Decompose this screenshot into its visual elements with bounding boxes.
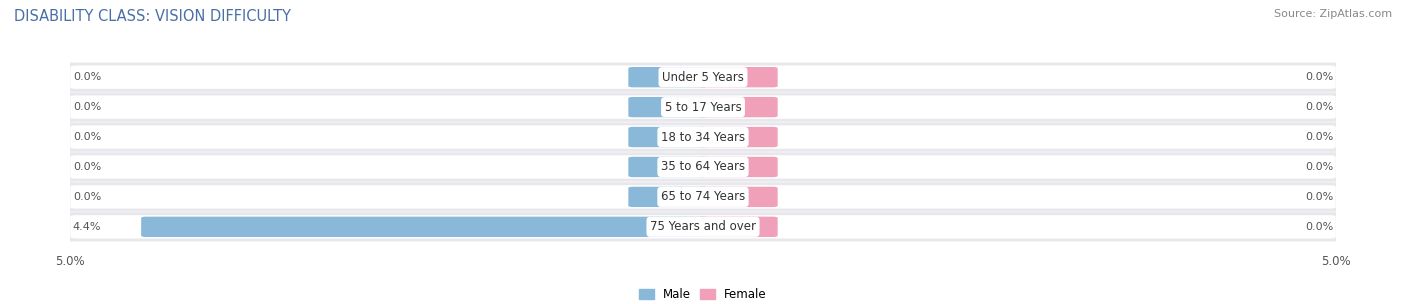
Legend: Male, Female: Male, Female xyxy=(634,283,772,304)
FancyBboxPatch shape xyxy=(628,187,709,207)
FancyBboxPatch shape xyxy=(628,67,709,87)
Text: 5 to 17 Years: 5 to 17 Years xyxy=(665,101,741,114)
Text: 0.0%: 0.0% xyxy=(1305,72,1333,82)
Text: 0.0%: 0.0% xyxy=(1305,102,1333,112)
FancyBboxPatch shape xyxy=(0,182,1406,212)
Text: Under 5 Years: Under 5 Years xyxy=(662,71,744,84)
Text: 65 to 74 Years: 65 to 74 Years xyxy=(661,190,745,203)
FancyBboxPatch shape xyxy=(0,92,1406,122)
Text: 0.0%: 0.0% xyxy=(73,72,101,82)
Text: 4.4%: 4.4% xyxy=(73,222,101,232)
Text: 0.0%: 0.0% xyxy=(1305,192,1333,202)
FancyBboxPatch shape xyxy=(628,97,709,117)
Text: 35 to 64 Years: 35 to 64 Years xyxy=(661,161,745,174)
FancyBboxPatch shape xyxy=(70,185,1336,209)
FancyBboxPatch shape xyxy=(70,65,1336,89)
Text: 0.0%: 0.0% xyxy=(73,102,101,112)
Text: 0.0%: 0.0% xyxy=(73,132,101,142)
FancyBboxPatch shape xyxy=(70,215,1336,239)
FancyBboxPatch shape xyxy=(70,125,1336,149)
Text: Source: ZipAtlas.com: Source: ZipAtlas.com xyxy=(1274,9,1392,19)
FancyBboxPatch shape xyxy=(0,123,1406,152)
Text: 0.0%: 0.0% xyxy=(73,162,101,172)
FancyBboxPatch shape xyxy=(0,63,1406,92)
FancyBboxPatch shape xyxy=(697,157,778,177)
Text: DISABILITY CLASS: VISION DIFFICULTY: DISABILITY CLASS: VISION DIFFICULTY xyxy=(14,9,291,24)
FancyBboxPatch shape xyxy=(628,127,709,147)
FancyBboxPatch shape xyxy=(697,187,778,207)
FancyBboxPatch shape xyxy=(697,127,778,147)
FancyBboxPatch shape xyxy=(697,217,778,237)
FancyBboxPatch shape xyxy=(0,152,1406,181)
Text: 0.0%: 0.0% xyxy=(73,192,101,202)
FancyBboxPatch shape xyxy=(141,217,709,237)
Text: 0.0%: 0.0% xyxy=(1305,132,1333,142)
Text: 0.0%: 0.0% xyxy=(1305,222,1333,232)
Text: 75 Years and over: 75 Years and over xyxy=(650,220,756,233)
FancyBboxPatch shape xyxy=(70,95,1336,119)
FancyBboxPatch shape xyxy=(697,67,778,87)
Text: 18 to 34 Years: 18 to 34 Years xyxy=(661,130,745,143)
FancyBboxPatch shape xyxy=(628,157,709,177)
Text: 0.0%: 0.0% xyxy=(1305,162,1333,172)
FancyBboxPatch shape xyxy=(70,155,1336,179)
FancyBboxPatch shape xyxy=(697,97,778,117)
FancyBboxPatch shape xyxy=(0,212,1406,241)
